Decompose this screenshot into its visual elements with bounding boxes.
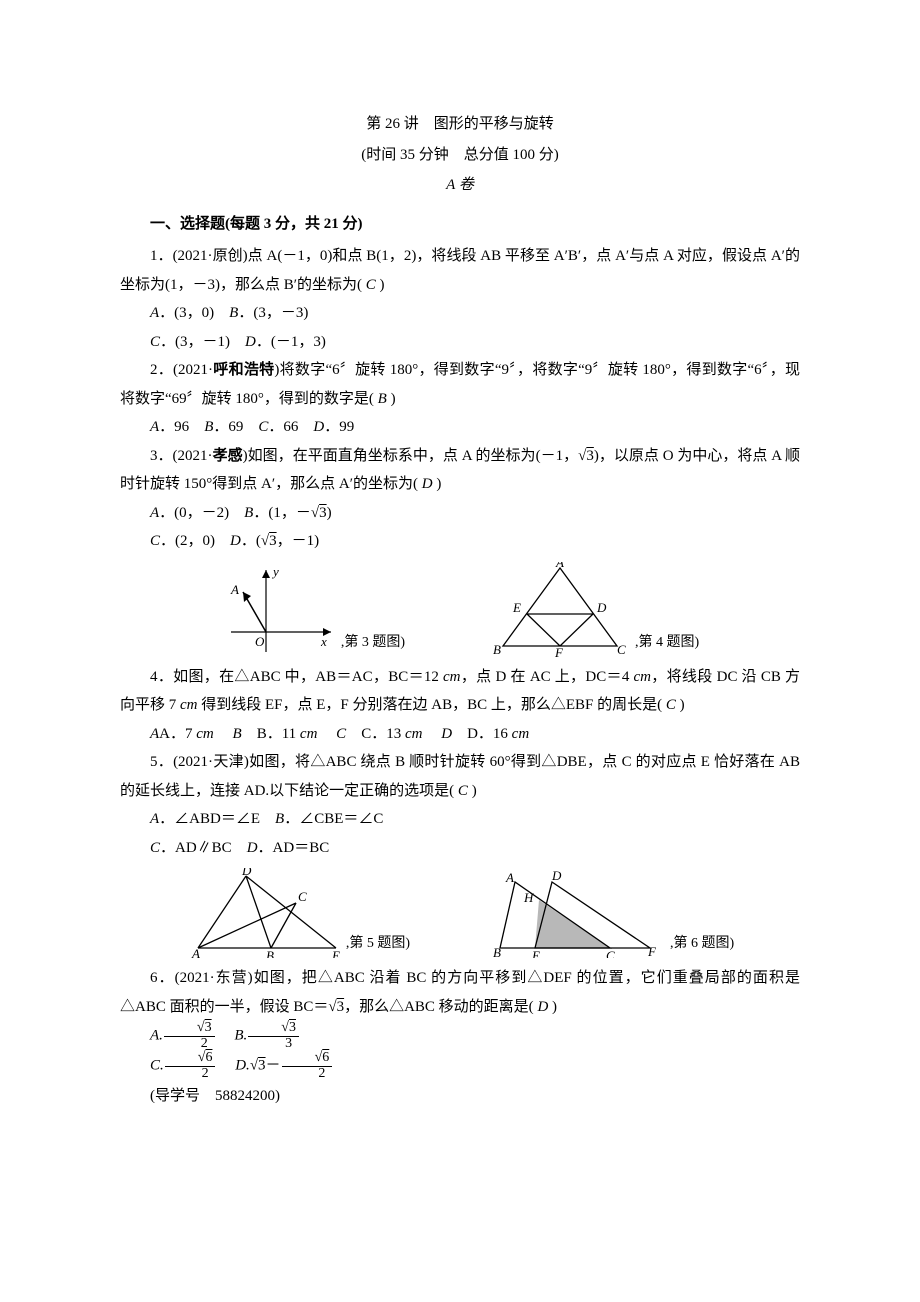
q3-stem: 3．(2021·孝感)如图，在平面直角坐标系中，点 A 的坐标为(－1，√3)，… — [120, 442, 800, 499]
q3-end: ) — [433, 476, 442, 492]
q1-answer: C — [366, 277, 376, 293]
q1-stem: 1．(2021·原创)点 A(－1，0)和点 B(1，2)，将线段 AB 平移至… — [120, 242, 800, 299]
svg-text:C: C — [606, 948, 615, 958]
svg-text:D: D — [551, 870, 562, 883]
q1-opts-2-text: ．(3，－1) D．(－1，3) — [160, 334, 326, 350]
fig3-svg: A O x y — [221, 562, 341, 657]
svg-text:B: B — [493, 642, 501, 657]
fig-row-3-4: A O x y ,第 3 题图) A E D B F C ,第 4 题图) — [120, 562, 800, 657]
q1-stem-b: ) — [376, 277, 385, 293]
q6-opts-row2: C.√62 D.√3－√62 — [120, 1051, 800, 1081]
svg-text:y: y — [271, 564, 279, 579]
q4-stem: 4．如图，在△ABC 中，AB＝AC，BC＝12 cm，点 D 在 AC 上，D… — [120, 663, 800, 720]
q1-stem-a: 1．(2021·原创)点 A(－1，0)和点 B(1，2)，将线段 AB 平移至… — [120, 248, 800, 293]
doc-volume: A 卷 — [120, 171, 800, 200]
svg-text:A: A — [191, 946, 200, 958]
q5-answer: C — [458, 783, 468, 799]
q2-end: ) — [387, 391, 396, 407]
q6-stem: 6．(2021·东营)如图，把△ABC 沿着 BC 的方向平移到△DEF 的位置… — [120, 964, 800, 1021]
q3-bold: 孝感 — [213, 448, 243, 464]
svg-text:E: E — [531, 948, 540, 958]
q1-opts-2: C．(3，－1) D．(－1，3) — [120, 328, 800, 357]
svg-text:H: H — [523, 890, 534, 905]
q2-bold: 呼和浩特 — [213, 362, 274, 378]
svg-text:x: x — [320, 634, 327, 649]
q1-opts-1-text: ．(3，0) B．(3，－3) — [159, 305, 308, 321]
q3-answer: D — [422, 476, 433, 492]
q5-opts-1: A．∠ABD＝∠E B．∠CBE＝∠C — [120, 805, 800, 834]
fig6-svg: A D H B E C F — [490, 870, 670, 958]
q6-guide: (导学号 58824200) — [120, 1082, 800, 1111]
doc-timing: (时间 35 分钟 总分值 100 分) — [120, 141, 800, 170]
q3-sqrt-a: 3 — [586, 448, 594, 464]
svg-text:D: D — [241, 868, 252, 878]
q3-pre: 3．(2021· — [150, 448, 213, 464]
svg-text:O: O — [255, 634, 265, 649]
svg-text:A: A — [555, 562, 564, 570]
fig6-wrap: A D H B E C F ,第 6 题图) — [490, 870, 734, 958]
q6-frac-a: √32 — [164, 1021, 215, 1051]
fig4-caption: ,第 4 题图) — [635, 630, 699, 657]
fig3-wrap: A O x y ,第 3 题图) — [221, 562, 405, 657]
q4-answer: C — [666, 697, 676, 713]
svg-text:B: B — [266, 948, 274, 958]
svg-text:C: C — [298, 889, 307, 904]
svg-text:E: E — [331, 948, 340, 958]
q6-answer: D — [537, 999, 548, 1015]
q3-opts-2: C．(2，0) D．(√3，－1) — [120, 527, 800, 556]
q1-opts-1: A．(3，0) B．(3，－3) — [120, 299, 800, 328]
q6-frac-c: √62 — [165, 1051, 216, 1081]
q2-stem: 2．(2021·呼和浩特)将数字“6〞旋转 180°，得到数字“9〞，将数字“9… — [120, 356, 800, 413]
q2-pre: 2．(2021· — [150, 362, 213, 378]
fig4-wrap: A E D B F C ,第 4 题图) — [485, 562, 699, 657]
q2-answer: B — [378, 391, 387, 407]
fig5-svg: D C A B E — [186, 868, 346, 958]
svg-text:A: A — [230, 582, 239, 597]
fig5-wrap: D C A B E ,第 5 题图) — [186, 868, 410, 958]
q6-opts-row1: A.√32 B.√33 — [120, 1021, 800, 1051]
svg-text:E: E — [512, 600, 521, 615]
svg-text:F: F — [647, 944, 657, 958]
fig5-caption: ,第 5 题图) — [346, 931, 410, 958]
svg-text:D: D — [596, 600, 607, 615]
svg-text:A: A — [505, 870, 514, 885]
q6-frac-d: √62 — [282, 1051, 333, 1081]
fig6-caption: ,第 6 题图) — [670, 931, 734, 958]
q4-opts: AA．7 cm B B．11 cm C C．13 cm D D．16 cm — [120, 720, 800, 749]
svg-text:B: B — [493, 945, 501, 958]
q3-opts-1: A．(0，－2) B．(1，－√3) — [120, 499, 800, 528]
section-heading: 一、选择题(每题 3 分，共 21 分) — [120, 210, 800, 239]
q5-opts-2: C．AD∥BC D．AD＝BC — [120, 834, 800, 863]
q5-stem: 5．(2021·天津)如图，将△ABC 绕点 B 顺时针旋转 60°得到△DBE… — [120, 748, 800, 805]
svg-text:C: C — [617, 642, 626, 657]
doc-title: 第 26 讲 图形的平移与旋转 — [120, 110, 800, 139]
page: 第 26 讲 图形的平移与旋转 (时间 35 分钟 总分值 100 分) A 卷… — [0, 0, 920, 1302]
svg-text:F: F — [554, 645, 564, 657]
fig-row-5-6: D C A B E ,第 5 题图) A D H B E — [120, 868, 800, 958]
q6-frac-b: √33 — [248, 1021, 299, 1051]
fig3-caption: ,第 3 题图) — [341, 630, 405, 657]
q3-post1: )如图，在平面直角坐标系中，点 A 的坐标为(－1， — [243, 448, 578, 464]
fig4-svg: A E D B F C — [485, 562, 635, 657]
q2-opts: A．96 B．69 C．66 D．99 — [120, 413, 800, 442]
